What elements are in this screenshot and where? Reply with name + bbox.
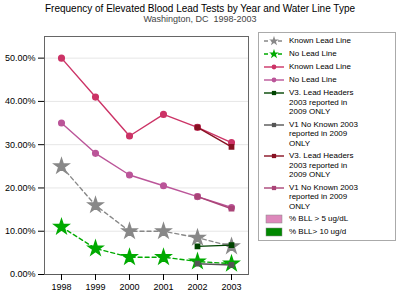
html-text:V1 No Known 2003 reported in 2: V1 No Known 2003 reported in 2009 ONLY [289, 182, 358, 211]
svg-text:2001: 2001 [153, 282, 173, 292]
svg-text:50.00%: 50.00% [5, 53, 36, 63]
svg-text:2000: 2000 [119, 282, 139, 292]
html-text:Washington, DC 1998-2003: Washington, DC 1998-2003 [143, 14, 257, 24]
html-text:% BLL> 10 ug/d: % BLL> 10 ug/d [289, 227, 347, 236]
svg-text:1999: 1999 [85, 282, 105, 292]
html-text:No Lead Line: No Lead Line [289, 49, 337, 58]
html-text:V3. Lead Headers 2003 reported: V3. Lead Headers 2003 reported in 2009 O… [289, 151, 354, 179]
svg-text:0.00%: 0.00% [10, 269, 36, 279]
svg-text:30.00%: 30.00% [5, 140, 36, 150]
svg-text:2003: 2003 [221, 282, 241, 292]
html-text:Frequency of Elevated Blood Le: Frequency of Elevated Blood Lead Tests b… [45, 3, 355, 14]
svg-text:40.00%: 40.00% [5, 96, 36, 106]
svg-text:10.00%: 10.00% [5, 226, 36, 236]
html-text:% BLL > 5 ug/dL: % BLL > 5 ug/dL [289, 214, 349, 223]
html-text:No Lead Line: No Lead Line [289, 75, 337, 84]
html-text:Known Lead Line: Known Lead Line [289, 62, 351, 71]
svg-text:1998: 1998 [51, 282, 71, 292]
svg-text:20.00%: 20.00% [5, 183, 36, 193]
html-text:V3. Lead Headers 2003 reported: V3. Lead Headers 2003 reported in 2009 O… [289, 88, 354, 116]
svg-text:2002: 2002 [187, 282, 207, 292]
html-text:Known Lead Line: Known Lead Line [289, 36, 351, 45]
html-text:V1 No Known 2003 reported in 2: V1 No Known 2003 reported in 2009 ONLY [289, 119, 358, 148]
